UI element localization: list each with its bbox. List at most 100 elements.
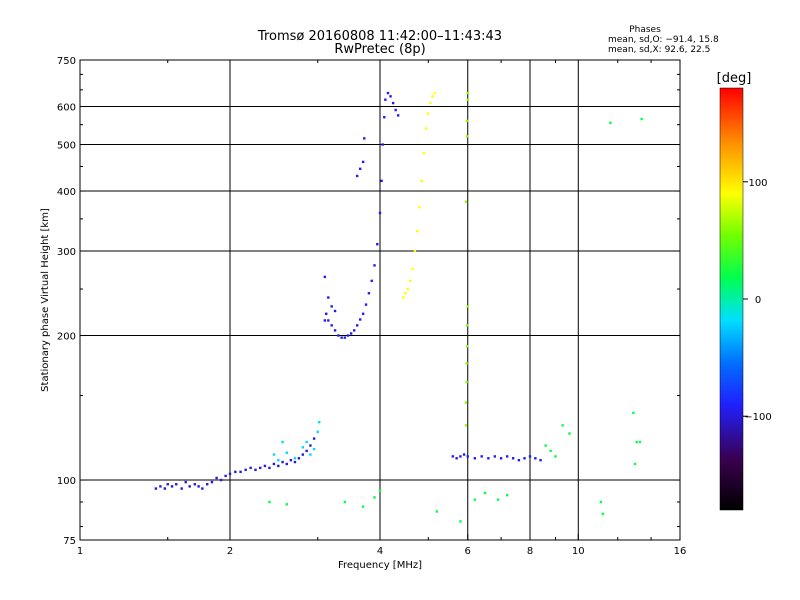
data-point xyxy=(316,430,319,434)
data-point xyxy=(323,319,327,322)
data-point xyxy=(633,462,637,466)
data-point xyxy=(380,179,383,183)
data-point xyxy=(330,324,333,327)
data-point xyxy=(465,324,469,327)
data-point xyxy=(301,446,305,449)
x-tick-label: 1 xyxy=(77,546,83,557)
data-point xyxy=(367,292,371,295)
data-point xyxy=(466,91,469,95)
data-point xyxy=(244,468,247,472)
data-point xyxy=(154,487,158,490)
data-point xyxy=(281,460,284,464)
colorbar-tick-label: −100 xyxy=(744,412,771,423)
data-point xyxy=(224,474,227,478)
y-axis-label: Stationary phase Virtual Height [km] xyxy=(40,208,51,392)
data-point xyxy=(465,135,469,138)
y-tick-label: 750 xyxy=(57,56,76,67)
colorbar-tick-label: 100 xyxy=(748,178,767,189)
data-point xyxy=(601,512,605,516)
data-point xyxy=(355,324,359,327)
data-point xyxy=(459,455,462,458)
data-point xyxy=(309,453,312,456)
data-point xyxy=(259,466,262,470)
data-point xyxy=(333,329,337,332)
data-point xyxy=(293,457,297,460)
data-point xyxy=(568,432,571,435)
data-point xyxy=(464,401,468,404)
data-point xyxy=(451,455,455,458)
data-point xyxy=(383,116,386,119)
y-tick-label: 300 xyxy=(57,247,76,258)
data-point xyxy=(228,472,232,476)
data-point xyxy=(234,470,237,474)
data-point xyxy=(499,457,503,460)
data-point xyxy=(297,457,301,460)
data-point xyxy=(487,457,490,460)
grid-lines xyxy=(80,60,680,540)
data-point xyxy=(317,420,321,424)
y-tick-label: 400 xyxy=(57,187,76,198)
data-point xyxy=(435,510,438,513)
y-axis: 75 100 200 300 400 500 600 750 xyxy=(57,56,680,547)
data-point xyxy=(272,462,276,466)
y-tick-label: 100 xyxy=(57,476,76,487)
data-point xyxy=(431,95,434,98)
data-point xyxy=(505,493,509,497)
data-point xyxy=(401,296,405,299)
data-point xyxy=(373,264,376,267)
data-point xyxy=(561,424,564,427)
chart-title: Tromsø 20160808 11:42:00–11:43:43 xyxy=(257,29,502,44)
data-point xyxy=(517,458,521,462)
y-tick-label: 200 xyxy=(57,332,76,343)
data-point xyxy=(293,460,297,464)
data-point xyxy=(465,362,468,365)
data-point xyxy=(219,478,223,482)
data-point xyxy=(254,468,257,472)
data-point xyxy=(370,279,373,283)
y-tick-label: 75 xyxy=(63,536,76,547)
data-point xyxy=(424,127,428,130)
data-point xyxy=(184,480,187,484)
data-point xyxy=(404,292,407,295)
data-point xyxy=(268,466,271,470)
x-axis: 1 2 4 6 8 10 16 xyxy=(77,60,686,557)
data-point xyxy=(493,455,497,458)
data-point xyxy=(394,108,397,112)
data-point xyxy=(312,447,316,451)
data-point xyxy=(505,455,509,458)
data-point xyxy=(413,249,417,253)
data-point xyxy=(272,453,276,456)
data-point xyxy=(305,449,308,453)
data-point xyxy=(343,500,347,504)
data-point xyxy=(346,334,350,337)
data-point xyxy=(465,380,468,384)
data-point xyxy=(193,483,197,486)
data-point xyxy=(418,206,421,209)
data-point xyxy=(386,91,390,95)
x-tick-label: 4 xyxy=(377,546,383,557)
data-point xyxy=(466,455,469,458)
plot-area xyxy=(79,59,681,541)
data-point xyxy=(337,334,340,337)
colorbar-label: [deg] xyxy=(717,71,752,86)
data-point xyxy=(473,498,477,501)
data-point xyxy=(285,503,288,506)
data-point xyxy=(496,498,500,501)
data-point xyxy=(378,211,382,215)
data-point xyxy=(285,451,288,454)
data-point xyxy=(483,491,487,495)
x-tick-label: 8 xyxy=(527,546,533,557)
data-point xyxy=(544,444,547,447)
phases-heading: Phases xyxy=(629,25,661,35)
data-point xyxy=(188,485,191,488)
data-point xyxy=(638,440,642,444)
x-tick-label: 6 xyxy=(465,546,471,557)
data-point xyxy=(466,305,469,308)
data-point xyxy=(180,487,183,490)
data-point xyxy=(239,470,242,474)
data-point xyxy=(427,112,430,115)
data-point xyxy=(358,318,362,321)
data-point xyxy=(465,119,469,123)
data-point xyxy=(433,91,436,95)
